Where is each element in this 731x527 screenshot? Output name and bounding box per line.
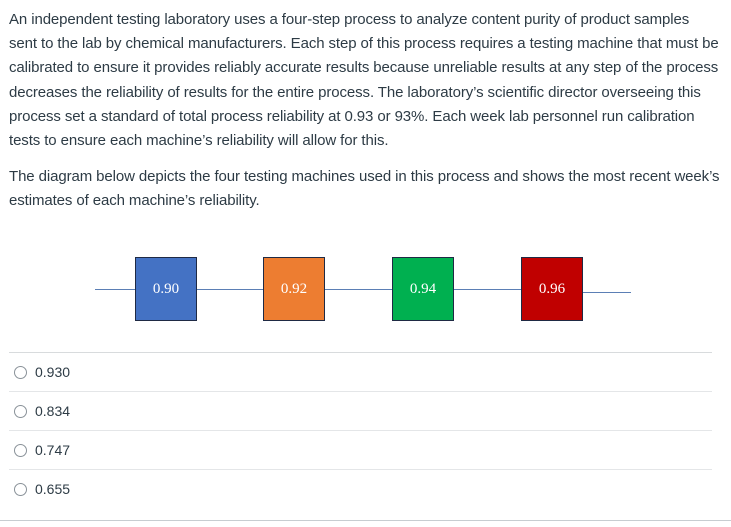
radio-button[interactable] [14,404,27,418]
connector-line-start [95,289,135,290]
connector-line-end [583,292,631,293]
machine-box-4: 0.96 [521,257,583,321]
machine-diagram: 0.90 0.92 0.94 0.96 [0,250,731,330]
machine-box-2: 0.92 [263,257,325,321]
question-paragraph-1: An independent testing laboratory uses a… [9,11,719,150]
answer-label: 0.834 [35,403,71,419]
answer-label: 0.930 [35,364,71,380]
radio-button[interactable] [14,482,27,496]
answer-label: 0.747 [35,442,71,458]
machine-box-1: 0.90 [135,257,197,321]
machine-reliability-label: 0.90 [152,280,180,297]
question-text: An independent testing laboratory uses a… [9,8,721,214]
question-paragraph-2: The diagram below depicts the four testi… [9,168,720,210]
connector-line-1-2 [197,289,263,290]
bottom-divider [0,520,731,521]
answer-option[interactable]: 0.747 [9,431,712,470]
connector-line-3-4 [454,289,521,290]
radio-button[interactable] [14,443,27,457]
machine-reliability-label: 0.94 [409,280,437,297]
machine-reliability-label: 0.92 [280,280,308,297]
connector-line-2-3 [325,289,392,290]
answer-option[interactable]: 0.930 [9,353,712,392]
answer-choices: 0.930 0.834 0.747 0.655 [9,352,712,508]
answer-option[interactable]: 0.834 [9,392,712,431]
machine-reliability-label: 0.96 [538,280,566,297]
answer-label: 0.655 [35,481,71,497]
radio-button[interactable] [14,365,27,379]
answer-option[interactable]: 0.655 [9,470,712,508]
machine-box-3: 0.94 [392,257,454,321]
